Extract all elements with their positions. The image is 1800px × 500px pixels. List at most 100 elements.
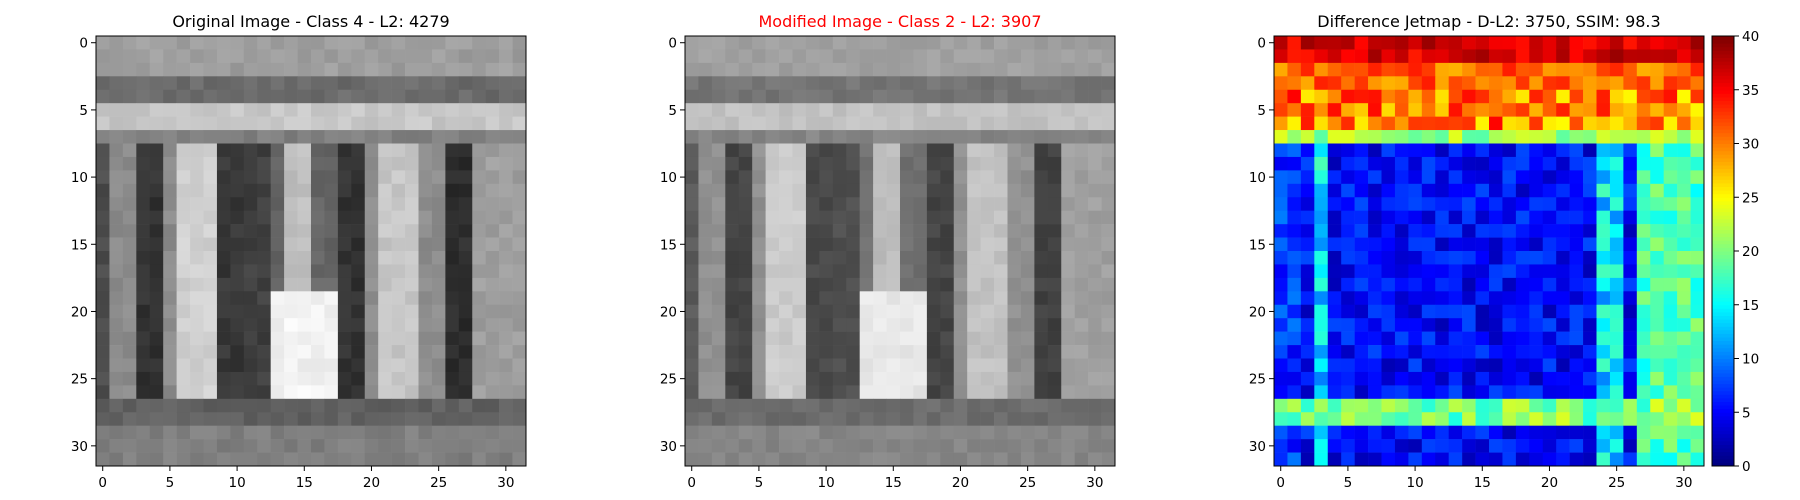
heatmap-cell xyxy=(1475,49,1490,64)
heatmap-cell xyxy=(980,183,995,198)
heatmap-cell xyxy=(1101,76,1116,91)
heatmap-cell xyxy=(190,371,204,386)
heatmap-cell xyxy=(163,170,177,185)
heatmap-cell xyxy=(1287,358,1302,373)
heatmap-cell xyxy=(1556,385,1570,400)
heatmap-cell xyxy=(1556,331,1570,346)
heatmap-cell xyxy=(1327,36,1342,50)
heatmap-cell xyxy=(1327,439,1342,453)
heatmap-cell xyxy=(337,277,352,292)
heatmap-cell xyxy=(1475,291,1490,306)
heatmap-cell xyxy=(846,412,860,426)
heatmap-cell xyxy=(832,224,847,238)
heatmap-cell xyxy=(109,170,124,185)
heatmap-cell xyxy=(1287,398,1302,413)
heatmap-cell xyxy=(324,237,339,252)
heatmap-cell xyxy=(1061,385,1075,400)
heatmap-cell xyxy=(738,130,753,144)
heatmap-cell xyxy=(1314,304,1329,319)
colorbar-segment xyxy=(1712,440,1734,445)
heatmap-cell xyxy=(1287,237,1302,252)
heatmap-cell xyxy=(846,291,860,306)
heatmap-cell xyxy=(243,385,258,400)
heatmap-cell xyxy=(752,156,766,171)
y-tick-label: 0 xyxy=(79,36,88,52)
heatmap-cell xyxy=(1690,371,1705,386)
heatmap-cell xyxy=(243,170,258,185)
heatmap-cell xyxy=(270,277,285,292)
colorbar-segment xyxy=(1712,451,1734,456)
heatmap-cell xyxy=(900,331,914,346)
heatmap-cell xyxy=(1287,62,1302,77)
heatmap-cell xyxy=(1569,264,1584,279)
heatmap-cell xyxy=(994,371,1008,386)
heatmap-cell xyxy=(136,439,151,453)
heatmap-cell xyxy=(967,277,981,292)
heatmap-cell xyxy=(940,425,955,440)
heatmap-cell xyxy=(1341,331,1355,346)
heatmap-cell xyxy=(163,425,177,440)
heatmap-cell xyxy=(1274,103,1288,117)
heatmap-cell xyxy=(337,371,352,386)
heatmap-cell xyxy=(122,304,137,319)
heatmap-cell xyxy=(1421,304,1436,319)
heatmap-cell xyxy=(953,251,968,265)
colorbar-tick-label: 25 xyxy=(1742,190,1759,206)
heatmap-cell xyxy=(431,412,446,426)
heatmap-cell xyxy=(1101,224,1116,238)
heatmap-cell xyxy=(1061,49,1075,64)
heatmap-cell xyxy=(136,398,151,413)
heatmap-cell xyxy=(792,49,807,64)
heatmap-cell xyxy=(1381,439,1396,453)
heatmap-cell xyxy=(913,89,928,104)
heatmap-cell xyxy=(499,264,513,279)
heatmap-cell xyxy=(805,89,820,104)
heatmap-cell xyxy=(886,143,901,158)
heatmap-cell xyxy=(886,331,901,346)
heatmap-cell xyxy=(445,36,460,50)
heatmap-cell xyxy=(765,304,780,319)
heatmap-cell xyxy=(176,291,191,306)
heatmap-cell xyxy=(1020,304,1035,319)
heatmap-cell xyxy=(391,116,406,131)
heatmap-cell xyxy=(940,237,955,252)
heatmap-cell xyxy=(284,385,298,400)
heatmap-cell xyxy=(431,210,446,225)
heatmap-cell xyxy=(351,277,366,292)
heatmap-cell xyxy=(1596,291,1611,306)
heatmap-cell xyxy=(779,371,793,386)
heatmap-cell xyxy=(190,170,204,185)
heatmap-cell xyxy=(1677,251,1691,265)
y-tick-label: 20 xyxy=(71,304,88,320)
heatmap-cell xyxy=(1047,156,1062,171)
heatmap-cell xyxy=(1489,452,1503,467)
heatmap-cell xyxy=(994,251,1008,265)
heatmap-cell xyxy=(859,385,874,400)
heatmap-cell xyxy=(163,371,177,386)
heatmap-cell xyxy=(819,143,834,158)
heatmap-cell xyxy=(512,331,527,346)
heatmap-cell xyxy=(405,116,419,131)
heatmap-cell xyxy=(485,385,500,400)
x-tick-label: 15 xyxy=(1474,475,1491,491)
heatmap-cell xyxy=(391,412,406,426)
heatmap-cell xyxy=(752,277,766,292)
heatmap-cell xyxy=(1007,439,1022,453)
heatmap-cell xyxy=(873,36,887,50)
colorbar-segment xyxy=(1712,186,1734,191)
heatmap-cell xyxy=(257,224,271,238)
heatmap-cell xyxy=(270,143,285,158)
heatmap-cell xyxy=(431,62,446,77)
heatmap-cell xyxy=(1609,197,1624,211)
heatmap-cell xyxy=(1101,371,1116,386)
heatmap-cell xyxy=(1690,143,1705,158)
heatmap-cell xyxy=(1061,291,1075,306)
heatmap-cell xyxy=(257,385,271,400)
heatmap-cell xyxy=(391,170,406,185)
heatmap-cell xyxy=(378,371,392,386)
heatmap-cell xyxy=(163,304,177,319)
heatmap-cell xyxy=(257,156,271,171)
heatmap-cell xyxy=(149,116,164,131)
heatmap-cell xyxy=(1677,156,1691,171)
